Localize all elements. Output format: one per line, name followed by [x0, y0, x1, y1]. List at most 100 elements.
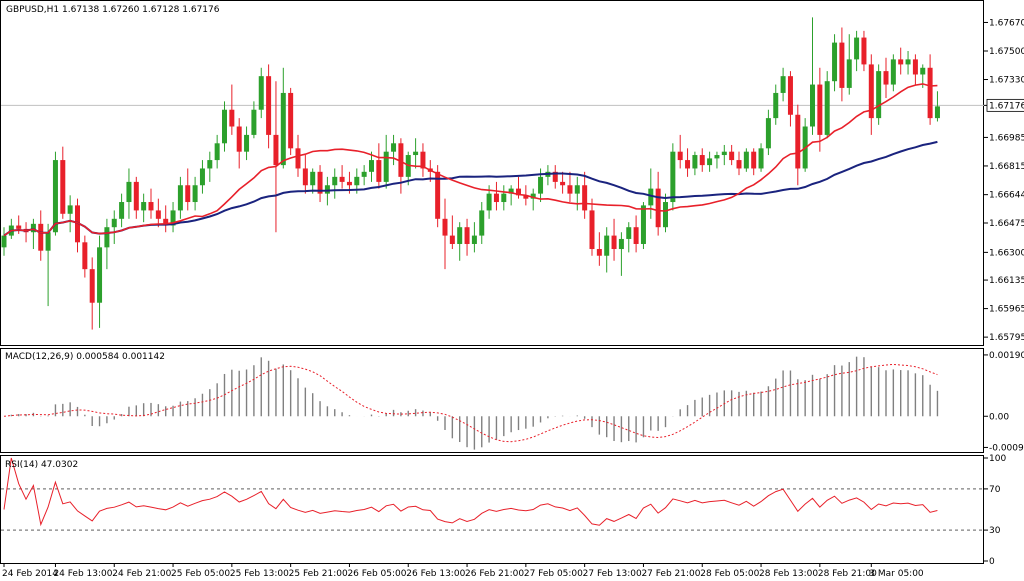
- candle-body: [927, 67, 933, 119]
- candle: [258, 67, 264, 119]
- candle-body: [52, 160, 58, 233]
- candle: [266, 64, 272, 149]
- rsi-line: [1, 457, 984, 531]
- candle-body: [648, 188, 654, 206]
- rsi-tick-label: 100: [989, 454, 1006, 464]
- candle: [119, 193, 125, 228]
- candle-body: [596, 249, 602, 256]
- candle: [765, 109, 771, 156]
- candle-body: [663, 202, 668, 228]
- candle-body: [133, 181, 139, 211]
- rsi-panel-frame: [0, 455, 984, 564]
- candle-body: [442, 218, 448, 236]
- candle-body: [846, 59, 852, 88]
- candle-body: [486, 193, 492, 211]
- candle-body: [192, 185, 198, 203]
- candle-body: [317, 171, 323, 194]
- time-tick-label: 26 Feb 13:00: [406, 569, 465, 579]
- candle-body: [692, 155, 698, 169]
- candle: [45, 223, 51, 307]
- candle-body: [832, 42, 838, 82]
- time-tick-label: 27 Feb 21:00: [641, 569, 700, 579]
- candle: [229, 84, 235, 135]
- candle: [883, 57, 889, 98]
- candle: [934, 91, 940, 122]
- candle: [391, 134, 397, 166]
- candle-body: [604, 235, 610, 256]
- candle: [868, 54, 874, 135]
- candle-body: [773, 92, 779, 119]
- candle-body: [574, 185, 580, 194]
- candle: [707, 151, 713, 172]
- candle-body: [699, 155, 705, 166]
- candle-body: [273, 134, 279, 166]
- price-panel-frame: [0, 0, 984, 346]
- candle: [236, 118, 242, 169]
- price-tick-label: 1.66135: [989, 276, 1024, 286]
- candle-body: [780, 76, 786, 93]
- candle: [177, 176, 183, 219]
- candle-body: [530, 193, 536, 199]
- candle-body: [332, 176, 338, 186]
- candle: [75, 198, 80, 253]
- candle-body: [839, 42, 845, 88]
- candle: [413, 138, 419, 169]
- candle: [288, 87, 294, 156]
- candle: [133, 176, 139, 219]
- rsi-tick-label: 30: [989, 526, 1001, 536]
- candle-body: [523, 195, 529, 199]
- macd-panel-title: MACD(12,26,9) 0.000584 0.001142: [5, 352, 165, 362]
- candle: [685, 148, 691, 177]
- candle: [501, 185, 507, 211]
- candle: [589, 198, 595, 256]
- price-tick-label: 1.66815: [989, 162, 1024, 172]
- candle-body: [905, 59, 911, 65]
- candle: [442, 198, 448, 270]
- price-panel-title: GBPUSD,H1 1.67138 1.67260 1.67128 1.6717…: [6, 5, 220, 15]
- candle-body: [126, 181, 132, 203]
- candle: [530, 188, 536, 211]
- candle-body: [97, 247, 103, 303]
- candle-body: [560, 181, 566, 186]
- rsi-panel-title: RSI(14) 47.0302: [5, 460, 78, 470]
- candle: [773, 84, 779, 125]
- candle: [67, 195, 73, 233]
- time-tick-label: 28 Feb 13:00: [759, 569, 818, 579]
- candle-body: [912, 59, 918, 75]
- candle-body: [508, 188, 514, 194]
- candle: [633, 215, 639, 253]
- candle: [251, 101, 257, 139]
- time-tick-label: 27 Feb 05:00: [524, 569, 583, 579]
- candle: [435, 165, 441, 228]
- candle-body: [111, 218, 117, 228]
- candle: [854, 30, 860, 72]
- macd-histogram: [3, 356, 939, 450]
- candle-body: [199, 168, 205, 186]
- time-tick-label: 25 Feb 21:00: [289, 569, 348, 579]
- price-tick-label: 1.67500: [989, 47, 1024, 57]
- candle-body: [38, 223, 44, 251]
- candle: [640, 202, 646, 250]
- time-tick-label: 26 Feb 05:00: [347, 569, 406, 579]
- candle: [97, 235, 103, 328]
- candle: [464, 218, 470, 256]
- macd-tick-label: 0.001909: [989, 351, 1024, 361]
- candle: [817, 67, 823, 152]
- candle: [846, 34, 852, 95]
- candle-body: [501, 193, 507, 203]
- candle: [699, 148, 705, 172]
- candle-body: [354, 176, 360, 186]
- candle: [126, 168, 132, 219]
- candle-body: [163, 218, 169, 226]
- candle-body: [244, 134, 250, 152]
- candle-body: [677, 151, 683, 161]
- candle: [214, 134, 220, 169]
- axes: 1.67670 1.67500 1.67330 1.67176 1.66985 1.668…: [2, 18, 1024, 579]
- candle: [457, 222, 463, 261]
- candle-body: [207, 160, 213, 169]
- candle-body: [148, 202, 154, 211]
- current-price-box: [986, 98, 1024, 112]
- candle: [663, 193, 668, 233]
- candle-body: [251, 109, 257, 135]
